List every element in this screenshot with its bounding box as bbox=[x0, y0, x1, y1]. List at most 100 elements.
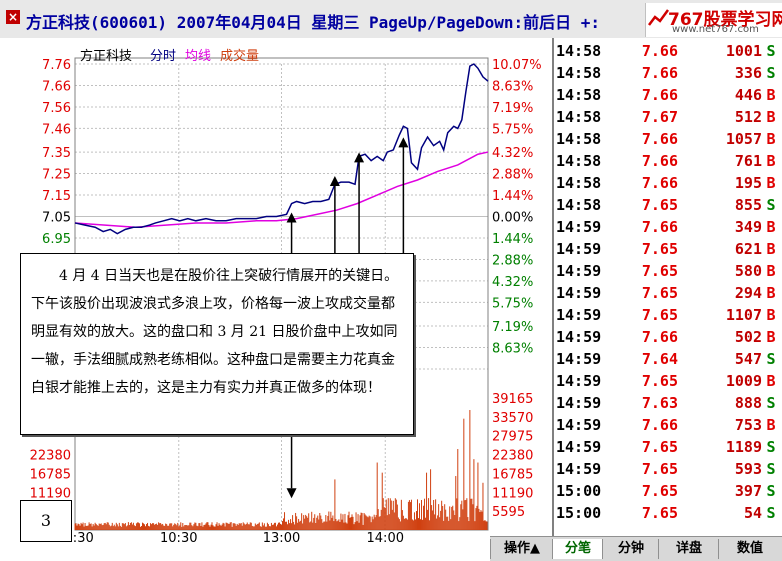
pct-tick-label: 8.63% bbox=[492, 342, 533, 357]
tick-row[interactable]: 14:58 7.66 446 B bbox=[554, 84, 780, 106]
pct-tick-label: 4.32% bbox=[492, 146, 533, 161]
tick-time: 14:59 bbox=[556, 240, 602, 258]
tick-side: S bbox=[766, 350, 776, 368]
tick-list[interactable]: 14:58 7.66 1001 S 14:58 7.66 336 S 14:58 7.66 446 B… bbox=[552, 38, 782, 542]
tick-volume: 336 bbox=[734, 64, 762, 82]
tick-time: 14:59 bbox=[556, 438, 602, 456]
price-tick-label: 7.15 bbox=[42, 189, 71, 204]
tick-row[interactable]: 14:59 7.66 753 B bbox=[554, 414, 780, 436]
tick-volume: 1189 bbox=[725, 438, 762, 456]
tick-side: S bbox=[766, 64, 776, 82]
pct-tick-label: 7.19% bbox=[492, 101, 533, 116]
close-icon[interactable]: × bbox=[6, 10, 20, 24]
volume-tick-label: 11190 bbox=[492, 486, 533, 501]
tick-row[interactable]: 14:58 7.66 336 S bbox=[554, 62, 780, 84]
tick-volume: 1001 bbox=[725, 42, 762, 60]
pct-tick-label: 5.75% bbox=[492, 122, 533, 137]
tick-time: 14:59 bbox=[556, 350, 602, 368]
tick-time: 14:58 bbox=[556, 152, 602, 170]
time-tick-label: 14:00 bbox=[367, 531, 404, 542]
tick-time: 15:00 bbox=[556, 482, 602, 500]
tick-row[interactable]: 14:58 7.66 761 B bbox=[554, 150, 780, 172]
tick-row[interactable]: 14:59 7.63 888 S bbox=[554, 392, 780, 414]
tick-row[interactable]: 14:59 7.66 502 B bbox=[554, 326, 780, 348]
tick-volume: 54 bbox=[743, 504, 762, 522]
tick-row[interactable]: 14:59 7.65 580 B bbox=[554, 260, 780, 282]
legend-stock: 方正科技 bbox=[80, 48, 132, 64]
tick-row[interactable]: 14:59 7.65 1189 S bbox=[554, 436, 780, 458]
annotation-box: 4 月 4 日当天也是在股价往上突破行情展开的关键日。下午该股价出现波浪式多浪上… bbox=[20, 253, 414, 435]
tick-price: 7.66 bbox=[641, 416, 678, 434]
bottom-tab-2[interactable]: 分钟 bbox=[602, 539, 659, 559]
tick-row[interactable]: 14:58 7.66 1001 S bbox=[554, 40, 780, 62]
tick-row[interactable]: 14:59 7.65 294 B bbox=[554, 282, 780, 304]
bottom-tab-1[interactable]: 分笔 bbox=[552, 539, 603, 559]
tick-row[interactable]: 14:59 7.65 593 S bbox=[554, 458, 780, 480]
tick-time: 14:58 bbox=[556, 64, 602, 82]
pct-tick-label: 8.63% bbox=[492, 79, 533, 94]
tick-price: 7.65 bbox=[641, 460, 678, 478]
tick-side: B bbox=[766, 218, 776, 236]
volume-tick-label: 22380 bbox=[492, 449, 533, 464]
logo-url: www.net767.com bbox=[672, 24, 759, 35]
tick-row[interactable]: 15:00 7.65 397 S bbox=[554, 480, 780, 502]
tick-time: 14:59 bbox=[556, 306, 602, 324]
legend-volume: 成交量 bbox=[220, 48, 259, 64]
volume-tick-label: 11190 bbox=[30, 486, 71, 501]
tick-price: 7.65 bbox=[641, 284, 678, 302]
volume-tick-label: 5595 bbox=[492, 505, 525, 520]
tick-side: S bbox=[766, 438, 776, 456]
bottom-tab-3[interactable]: 详盘 bbox=[658, 539, 719, 559]
tick-price: 7.67 bbox=[641, 108, 678, 126]
tick-row[interactable]: 14:59 7.65 1107 B bbox=[554, 304, 780, 326]
tick-time: 14:58 bbox=[556, 108, 602, 126]
tick-volume: 753 bbox=[734, 416, 762, 434]
pct-tick-label: 10.07% bbox=[492, 58, 542, 73]
annotation-arrow-head bbox=[286, 488, 297, 499]
tick-side: B bbox=[766, 152, 776, 170]
tick-time: 14:58 bbox=[556, 174, 602, 192]
tick-price: 7.65 bbox=[641, 438, 678, 456]
legend-mode: 分时 bbox=[150, 49, 176, 64]
pct-tick-label: 0.00% bbox=[492, 211, 533, 226]
tick-time: 14:59 bbox=[556, 262, 602, 280]
pct-tick-label: 2.88% bbox=[492, 168, 533, 183]
tick-time: 14:58 bbox=[556, 130, 602, 148]
tick-side: B bbox=[766, 240, 776, 258]
bottom-tab-4[interactable]: 数值 bbox=[718, 539, 781, 559]
tick-side: B bbox=[766, 416, 776, 434]
tick-price: 7.65 bbox=[641, 482, 678, 500]
price-tick-label: 7.66 bbox=[42, 79, 71, 94]
tick-side: B bbox=[766, 108, 776, 126]
annotation-arrow-head bbox=[398, 137, 409, 148]
price-line bbox=[74, 63, 489, 235]
tick-row[interactable]: 14:58 7.66 1057 B bbox=[554, 128, 780, 150]
price-tick-label: 7.25 bbox=[42, 168, 71, 183]
tick-volume: 502 bbox=[734, 328, 762, 346]
price-tick-label: 7.76 bbox=[42, 58, 71, 73]
bottom-tab-0[interactable]: 操作▲ bbox=[490, 539, 553, 559]
tick-time: 14:59 bbox=[556, 284, 602, 302]
tick-row[interactable]: 14:59 7.65 1009 B bbox=[554, 370, 780, 392]
tick-row[interactable]: 14:59 7.66 349 B bbox=[554, 216, 780, 238]
tick-price: 7.66 bbox=[641, 218, 678, 236]
tick-row[interactable]: 14:59 7.65 621 B bbox=[554, 238, 780, 260]
tick-time: 14:59 bbox=[556, 394, 602, 412]
tick-row[interactable]: 14:58 7.65 855 S bbox=[554, 194, 780, 216]
tick-time: 14:59 bbox=[556, 416, 602, 434]
tick-row[interactable]: 14:58 7.67 512 B bbox=[554, 106, 780, 128]
tick-side: S bbox=[766, 42, 776, 60]
tick-time: 15:00 bbox=[556, 504, 602, 522]
annotation-arrow-head bbox=[329, 175, 340, 186]
tick-volume: 512 bbox=[734, 108, 762, 126]
tick-volume: 349 bbox=[734, 218, 762, 236]
tick-side: S bbox=[766, 460, 776, 478]
page-number: 3 bbox=[40, 511, 52, 530]
logo-text: 767股票学习网 bbox=[668, 10, 782, 30]
tick-row[interactable]: 14:58 7.66 195 B bbox=[554, 172, 780, 194]
tick-side: B bbox=[766, 284, 776, 302]
tick-time: 14:58 bbox=[556, 86, 602, 104]
tick-price: 7.65 bbox=[641, 504, 678, 522]
tick-row[interactable]: 14:59 7.64 547 S bbox=[554, 348, 780, 370]
tick-row[interactable]: 15:00 7.65 54 S bbox=[554, 502, 780, 524]
